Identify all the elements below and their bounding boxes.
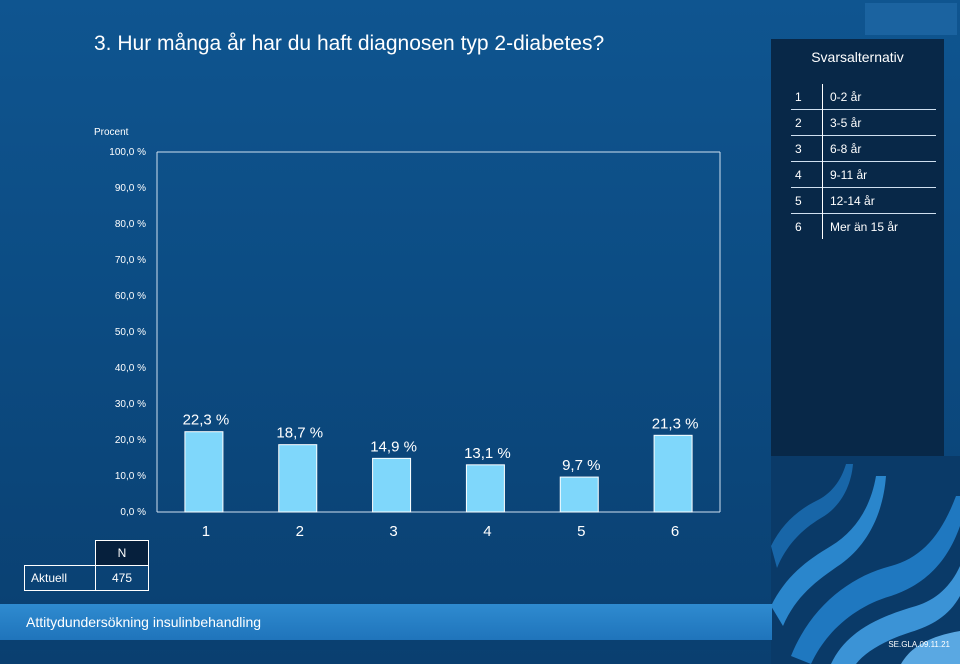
y-tick-label: 70,0 % bbox=[115, 255, 146, 266]
data-label: 18,7 % bbox=[276, 425, 323, 442]
legend-label: 12-14 år bbox=[822, 187, 936, 214]
y-tick-label: 40,0 % bbox=[115, 363, 146, 374]
x-tick-label: 2 bbox=[296, 523, 304, 540]
data-label: 9,7 % bbox=[562, 457, 600, 474]
x-tick-label: 3 bbox=[389, 523, 397, 540]
legend-table: 1 0-2 år 2 3-5 år 3 6-8 år 4 9-11 år 5 12-14 … bbox=[791, 84, 936, 239]
y-tick-label: 30,0 % bbox=[115, 399, 146, 410]
y-axis-label: Procent bbox=[94, 127, 129, 138]
corner-square bbox=[865, 3, 957, 35]
y-tick-label: 50,0 % bbox=[115, 327, 146, 338]
bar bbox=[653, 434, 693, 513]
data-label: 13,1 % bbox=[464, 445, 511, 462]
legend-num: 4 bbox=[795, 167, 802, 182]
y-tick-label: 60,0 % bbox=[115, 291, 146, 302]
y-tick-label: 0,0 % bbox=[120, 507, 146, 518]
x-tick-label: 6 bbox=[671, 523, 679, 540]
summary-row-label: Aktuell bbox=[24, 565, 96, 591]
legend-num: 2 bbox=[795, 115, 802, 130]
data-label: 14,9 % bbox=[370, 438, 417, 455]
x-tick-label: 5 bbox=[577, 523, 585, 540]
bar bbox=[559, 476, 599, 513]
legend-num: 6 bbox=[795, 219, 802, 234]
n-header: N bbox=[95, 540, 149, 566]
bar bbox=[278, 444, 318, 513]
legend-label: 3-5 år bbox=[822, 109, 936, 136]
legend-row: 6 Mer än 15 år bbox=[791, 213, 936, 239]
legend-num: 1 bbox=[795, 89, 802, 104]
legend-num: 5 bbox=[795, 193, 802, 208]
legend-num: 3 bbox=[795, 141, 802, 156]
data-label: 22,3 % bbox=[183, 412, 230, 429]
document-code: SE.GLA.09.11.21 bbox=[888, 640, 950, 649]
y-tick-label: 10,0 % bbox=[115, 471, 146, 482]
y-tick-label: 20,0 % bbox=[115, 435, 146, 446]
legend-label: 0-2 år bbox=[822, 84, 936, 110]
x-tick-label: 4 bbox=[483, 523, 491, 540]
y-tick-label: 100,0 % bbox=[109, 147, 146, 158]
footer-text: Attitydundersökning insulinbehandling bbox=[26, 614, 262, 630]
x-ticks: 1 2 3 4 5 6 bbox=[202, 523, 680, 540]
summary-n-value: 475 bbox=[95, 565, 149, 591]
footer-bar: Attitydundersökning insulinbehandling bbox=[0, 604, 772, 640]
legend-row: 4 9-11 år bbox=[791, 161, 936, 188]
page-title: 3. Hur många år har du haft diagnosen ty… bbox=[94, 32, 605, 55]
bar bbox=[184, 431, 224, 513]
bar bbox=[465, 464, 505, 513]
legend-header: Svarsalternativ bbox=[811, 49, 904, 65]
legend-label: 9-11 år bbox=[822, 161, 936, 188]
y-ticks: 0,0 % 10,0 % 20,0 % 30,0 % 40,0 % 50,0 % 60,0 … bbox=[109, 147, 146, 518]
data-label: 21,3 % bbox=[652, 415, 699, 432]
legend-row: 1 0-2 år bbox=[791, 84, 936, 110]
y-tick-label: 90,0 % bbox=[115, 183, 146, 194]
legend-row: 2 3-5 år bbox=[791, 109, 936, 136]
x-tick-label: 1 bbox=[202, 523, 210, 540]
y-tick-label: 80,0 % bbox=[115, 219, 146, 230]
bar bbox=[372, 457, 412, 513]
bars: 22,3 % 18,7 % 14,9 % 13,1 % 9,7 % 21,3 % bbox=[183, 412, 699, 513]
legend-row: 5 12-14 år bbox=[791, 187, 936, 214]
decorative-swirl-graphic bbox=[771, 456, 960, 664]
legend-label: Mer än 15 år bbox=[822, 213, 936, 239]
legend-label: 6-8 år bbox=[822, 135, 936, 162]
bar-chart: 0,0 % 10,0 % 20,0 % 30,0 % 40,0 % 50,0 % 60,0 … bbox=[109, 147, 721, 540]
legend-row: 3 6-8 år bbox=[791, 135, 936, 162]
summary-table: N Aktuell 475 bbox=[24, 540, 149, 591]
